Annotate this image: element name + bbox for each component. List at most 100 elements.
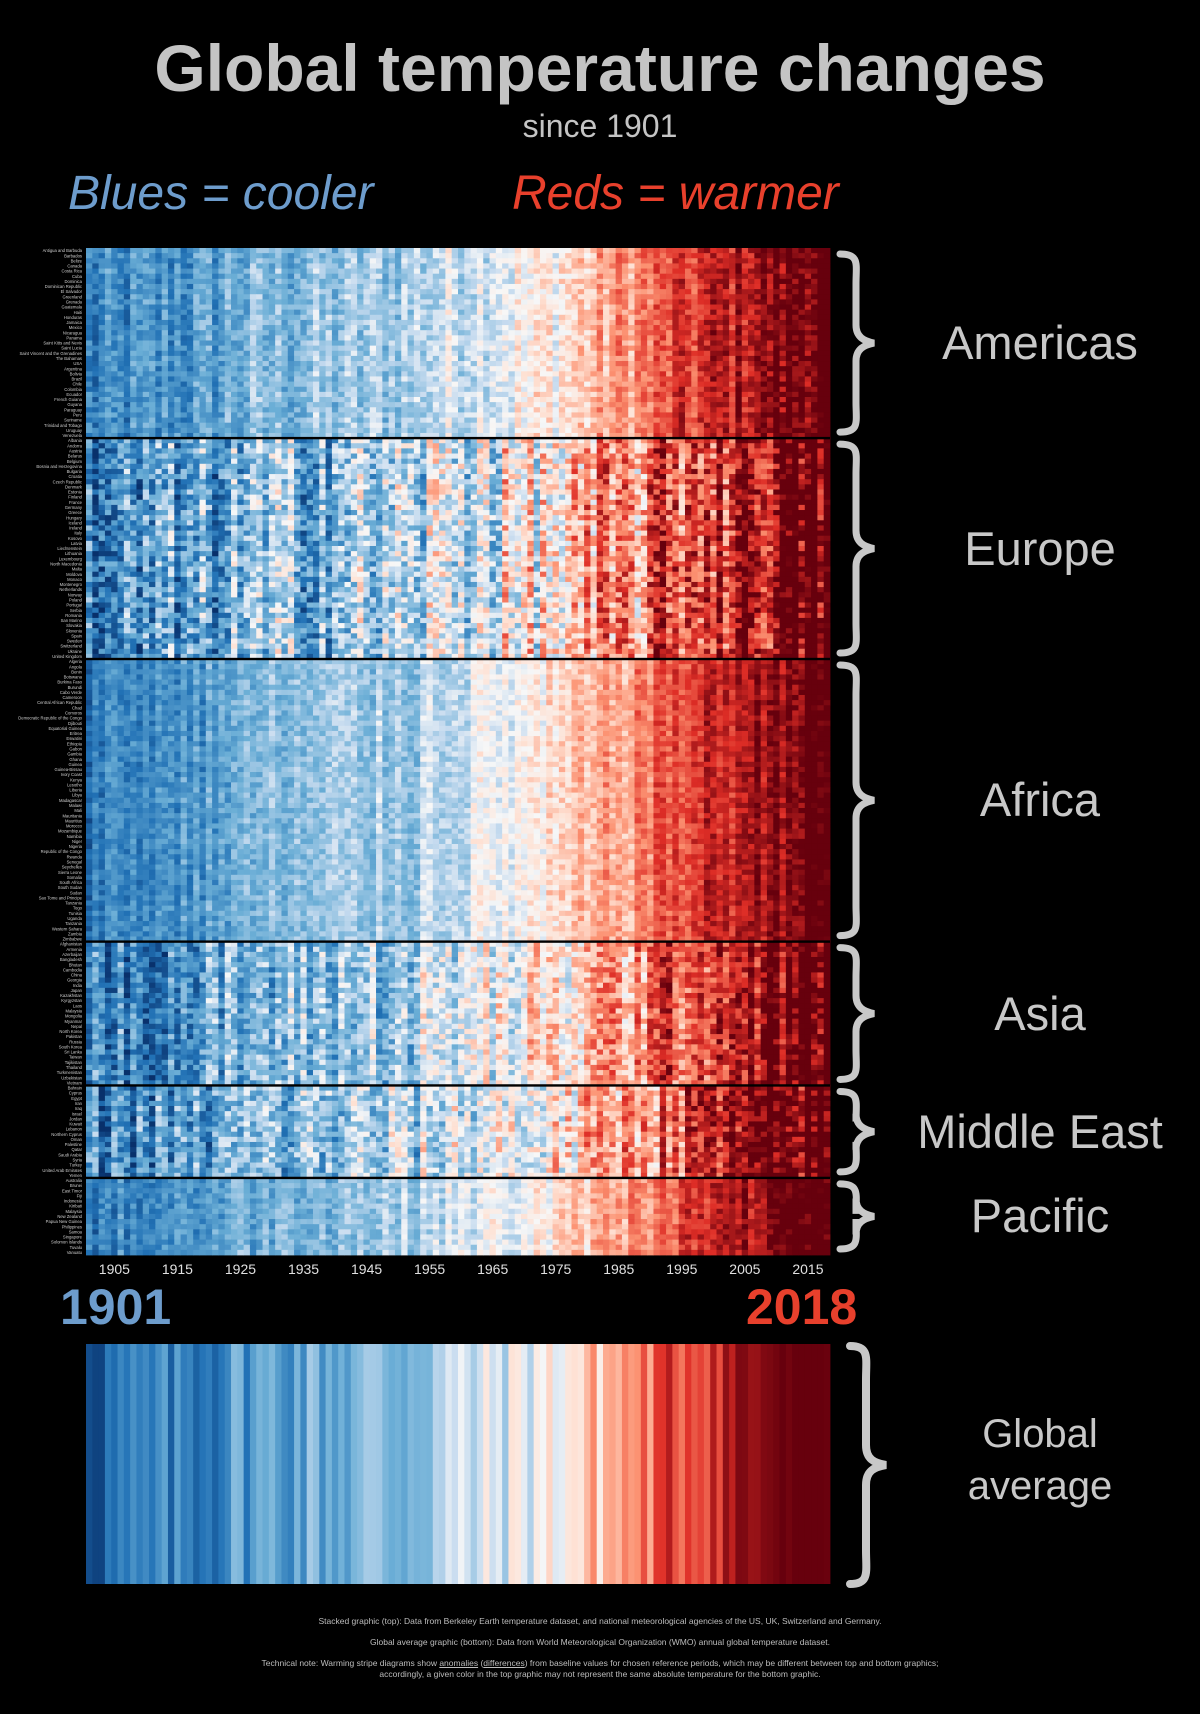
heatmap-cell [275, 340, 282, 346]
heatmap-cell [319, 356, 326, 362]
heatmap-cell [105, 340, 112, 346]
heatmap-cell [540, 253, 547, 259]
heatmap-cell [269, 443, 276, 449]
heatmap-cell [345, 294, 352, 300]
heatmap-cell [174, 346, 181, 352]
heatmap-cell [294, 340, 301, 346]
heatmap-cell [496, 305, 503, 311]
heatmap-cell [723, 402, 730, 408]
heatmap-cell [168, 454, 175, 460]
heatmap-cell [729, 294, 736, 300]
heatmap-cell [155, 320, 162, 326]
heatmap-cell [590, 351, 597, 357]
heatmap-cell [508, 448, 515, 454]
heatmap-cell [370, 325, 377, 331]
heatmap-cell [792, 454, 799, 460]
heatmap-cell [86, 274, 93, 280]
heatmap-cell [338, 412, 345, 418]
heatmap-cell [571, 294, 578, 300]
heatmap-cell [780, 392, 787, 398]
heatmap-cell [118, 253, 125, 259]
heatmap-cell [326, 346, 333, 352]
heatmap-cell [616, 299, 623, 305]
heatmap-cell [685, 418, 692, 424]
heatmap-cell [609, 423, 616, 429]
heatmap-cell [218, 376, 225, 382]
heatmap-cell [420, 407, 427, 413]
heatmap-cell [263, 335, 270, 341]
heatmap-cell [124, 320, 131, 326]
heatmap-cell [824, 351, 831, 357]
heatmap-cell [439, 320, 446, 326]
heatmap-cell [559, 412, 566, 418]
heatmap-cell [263, 423, 270, 429]
heatmap-cell [319, 330, 326, 336]
heatmap-cell [597, 263, 604, 269]
heatmap-cell [326, 459, 333, 465]
heatmap-cell [401, 248, 408, 254]
heatmap-cell [490, 361, 497, 367]
heatmap-cell [357, 376, 364, 382]
heatmap-cell [685, 310, 692, 316]
heatmap-cell [275, 412, 282, 418]
heatmap-cell [748, 315, 755, 321]
heatmap-cell [540, 392, 547, 398]
heatmap-cell [244, 371, 251, 377]
heatmap-cell [496, 407, 503, 413]
heatmap-cell [616, 382, 623, 388]
heatmap-cell [326, 258, 333, 264]
heatmap-cell [508, 289, 515, 295]
heatmap-cell [723, 356, 730, 362]
heatmap-cell [672, 248, 679, 254]
heatmap-cell [534, 356, 541, 362]
heatmap-cell [445, 325, 452, 331]
heatmap-cell [420, 361, 427, 367]
heatmap-cell [199, 351, 206, 357]
heatmap-cell [666, 361, 673, 367]
heatmap-cell [609, 412, 616, 418]
heatmap-cell [181, 248, 188, 254]
heatmap-cell [433, 361, 440, 367]
heatmap-cell [742, 366, 749, 372]
heatmap-cell [86, 320, 93, 326]
heatmap-cell [319, 340, 326, 346]
heatmap-cell [729, 325, 736, 331]
heatmap-cell [313, 335, 320, 341]
heatmap-cell [792, 320, 799, 326]
heatmap-cell [502, 315, 509, 321]
heatmap-cell [332, 248, 339, 254]
heatmap-cell [256, 376, 263, 382]
heatmap-cell [162, 402, 169, 408]
heatmap-cell [534, 376, 541, 382]
heatmap-cell [345, 284, 352, 290]
heatmap-cell [199, 289, 206, 295]
heatmap-cell [540, 346, 547, 352]
heatmap-cell [345, 407, 352, 413]
heatmap-cell [521, 382, 528, 388]
heatmap-cell [698, 402, 705, 408]
heatmap-cell [124, 464, 131, 470]
heatmap-cell [237, 263, 244, 269]
heatmap-cell [653, 356, 660, 362]
heatmap-cell [666, 274, 673, 280]
heatmap-cell [496, 402, 503, 408]
heatmap-cell [92, 305, 99, 311]
heatmap-cell [723, 397, 730, 403]
heatmap-cell [603, 376, 610, 382]
heatmap-cell [483, 412, 490, 418]
heatmap-cell [717, 356, 724, 362]
heatmap-cell [414, 315, 421, 321]
heatmap-cell [389, 428, 396, 434]
heatmap-cell [250, 376, 257, 382]
heatmap-cell [704, 387, 711, 393]
heatmap-cell [389, 315, 396, 321]
heatmap-cell [136, 346, 143, 352]
heatmap-cell [351, 356, 358, 362]
heatmap-cell [653, 248, 660, 254]
heatmap-cell [490, 299, 497, 305]
heatmap-cell [199, 330, 206, 336]
heatmap-cell [691, 274, 698, 280]
heatmap-cell [294, 269, 301, 275]
heatmap-cell [792, 387, 799, 393]
heatmap-cell [212, 248, 219, 254]
